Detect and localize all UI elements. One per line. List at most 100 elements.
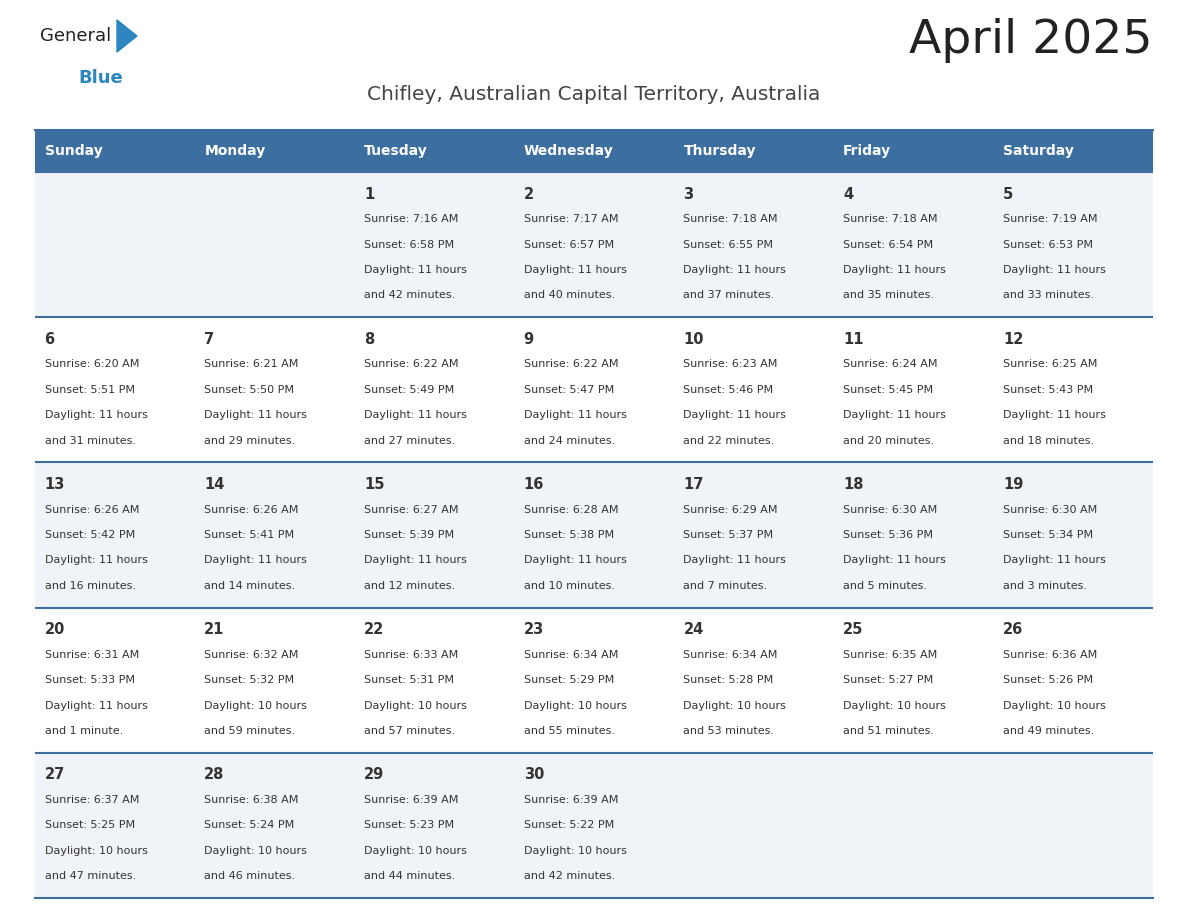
Text: Sunrise: 6:30 AM: Sunrise: 6:30 AM [843,505,937,514]
Text: Saturday: Saturday [1003,144,1074,158]
FancyBboxPatch shape [354,130,514,172]
Text: and 1 minute.: and 1 minute. [45,726,122,736]
Text: 16: 16 [524,477,544,492]
Text: Daylight: 11 hours: Daylight: 11 hours [524,265,626,274]
Text: and 46 minutes.: and 46 minutes. [204,871,296,881]
Text: Sunrise: 6:33 AM: Sunrise: 6:33 AM [364,650,459,660]
Text: Sunrise: 6:26 AM: Sunrise: 6:26 AM [45,505,139,514]
Text: and 20 minutes.: and 20 minutes. [843,435,934,445]
Text: Daylight: 11 hours: Daylight: 11 hours [1003,555,1106,565]
FancyBboxPatch shape [993,130,1154,172]
Text: Sunset: 5:26 PM: Sunset: 5:26 PM [1003,675,1093,685]
Text: 12: 12 [1003,331,1023,347]
Text: Sunday: Sunday [45,144,102,158]
Text: and 51 minutes.: and 51 minutes. [843,726,934,736]
Text: 18: 18 [843,477,864,492]
Text: Thursday: Thursday [683,144,756,158]
Text: Sunset: 6:55 PM: Sunset: 6:55 PM [683,240,773,250]
Text: Daylight: 11 hours: Daylight: 11 hours [683,410,786,420]
Text: 14: 14 [204,477,225,492]
FancyBboxPatch shape [34,172,1154,318]
FancyBboxPatch shape [34,753,1154,898]
Text: and 42 minutes.: and 42 minutes. [524,871,615,881]
Text: and 57 minutes.: and 57 minutes. [364,726,455,736]
FancyBboxPatch shape [34,130,195,172]
FancyBboxPatch shape [674,130,834,172]
Text: 26: 26 [1003,622,1023,637]
Text: 24: 24 [683,622,703,637]
FancyBboxPatch shape [34,463,1154,608]
Text: and 12 minutes.: and 12 minutes. [364,581,455,591]
Text: Daylight: 11 hours: Daylight: 11 hours [524,410,626,420]
Text: Sunrise: 6:26 AM: Sunrise: 6:26 AM [204,505,298,514]
Text: Sunrise: 6:29 AM: Sunrise: 6:29 AM [683,505,778,514]
Text: Sunset: 5:31 PM: Sunset: 5:31 PM [364,675,454,685]
Text: Sunset: 5:43 PM: Sunset: 5:43 PM [1003,385,1093,395]
Text: 8: 8 [364,331,374,347]
Text: Daylight: 11 hours: Daylight: 11 hours [45,410,147,420]
Text: Sunset: 6:54 PM: Sunset: 6:54 PM [843,240,934,250]
Text: and 55 minutes.: and 55 minutes. [524,726,614,736]
Text: Sunrise: 6:31 AM: Sunrise: 6:31 AM [45,650,139,660]
Text: Daylight: 11 hours: Daylight: 11 hours [204,555,308,565]
Text: Sunset: 5:34 PM: Sunset: 5:34 PM [1003,530,1093,540]
Text: Sunrise: 7:18 AM: Sunrise: 7:18 AM [843,214,937,224]
Text: 3: 3 [683,186,694,202]
Text: General: General [40,27,112,45]
Text: Sunrise: 6:30 AM: Sunrise: 6:30 AM [1003,505,1098,514]
Text: and 5 minutes.: and 5 minutes. [843,581,927,591]
Text: Sunset: 5:24 PM: Sunset: 5:24 PM [204,821,295,830]
Text: Daylight: 10 hours: Daylight: 10 hours [45,845,147,856]
Text: Daylight: 11 hours: Daylight: 11 hours [843,410,946,420]
Text: 6: 6 [45,331,55,347]
Text: and 59 minutes.: and 59 minutes. [204,726,296,736]
Text: and 40 minutes.: and 40 minutes. [524,290,615,300]
Text: Sunrise: 6:22 AM: Sunrise: 6:22 AM [524,359,618,369]
Text: Daylight: 11 hours: Daylight: 11 hours [1003,410,1106,420]
Text: Blue: Blue [78,69,122,87]
Text: Daylight: 11 hours: Daylight: 11 hours [683,555,786,565]
Text: Sunset: 5:42 PM: Sunset: 5:42 PM [45,530,134,540]
Text: Daylight: 10 hours: Daylight: 10 hours [524,700,626,711]
Text: Sunset: 5:29 PM: Sunset: 5:29 PM [524,675,614,685]
Text: Daylight: 10 hours: Daylight: 10 hours [843,700,946,711]
Text: Sunrise: 6:34 AM: Sunrise: 6:34 AM [683,650,778,660]
Text: 23: 23 [524,622,544,637]
Text: and 31 minutes.: and 31 minutes. [45,435,135,445]
Text: Sunset: 6:58 PM: Sunset: 6:58 PM [364,240,454,250]
Text: 19: 19 [1003,477,1023,492]
Text: Sunrise: 7:16 AM: Sunrise: 7:16 AM [364,214,459,224]
Text: 13: 13 [45,477,65,492]
Text: Daylight: 11 hours: Daylight: 11 hours [683,265,786,274]
Text: 1: 1 [364,186,374,202]
Text: Daylight: 11 hours: Daylight: 11 hours [364,555,467,565]
Text: and 42 minutes.: and 42 minutes. [364,290,455,300]
Text: Daylight: 11 hours: Daylight: 11 hours [843,555,946,565]
Text: Sunset: 5:38 PM: Sunset: 5:38 PM [524,530,614,540]
Text: 30: 30 [524,767,544,782]
Text: Sunset: 5:45 PM: Sunset: 5:45 PM [843,385,934,395]
Text: Daylight: 11 hours: Daylight: 11 hours [204,410,308,420]
Text: Wednesday: Wednesday [524,144,613,158]
Text: Sunset: 5:47 PM: Sunset: 5:47 PM [524,385,614,395]
FancyBboxPatch shape [195,130,354,172]
Text: Sunset: 5:41 PM: Sunset: 5:41 PM [204,530,295,540]
Text: Sunset: 5:36 PM: Sunset: 5:36 PM [843,530,933,540]
Text: and 24 minutes.: and 24 minutes. [524,435,615,445]
Text: Sunset: 5:46 PM: Sunset: 5:46 PM [683,385,773,395]
Text: and 44 minutes.: and 44 minutes. [364,871,455,881]
Text: Sunrise: 6:20 AM: Sunrise: 6:20 AM [45,359,139,369]
FancyBboxPatch shape [834,130,993,172]
FancyBboxPatch shape [34,318,1154,463]
Text: Daylight: 11 hours: Daylight: 11 hours [524,555,626,565]
Text: Sunset: 5:25 PM: Sunset: 5:25 PM [45,821,134,830]
Text: 2: 2 [524,186,533,202]
Text: and 16 minutes.: and 16 minutes. [45,581,135,591]
Text: and 3 minutes.: and 3 minutes. [1003,581,1087,591]
Text: 22: 22 [364,622,384,637]
Text: Tuesday: Tuesday [364,144,428,158]
Text: Sunrise: 6:24 AM: Sunrise: 6:24 AM [843,359,937,369]
Text: and 53 minutes.: and 53 minutes. [683,726,775,736]
Text: 27: 27 [45,767,65,782]
Text: Sunset: 5:22 PM: Sunset: 5:22 PM [524,821,614,830]
